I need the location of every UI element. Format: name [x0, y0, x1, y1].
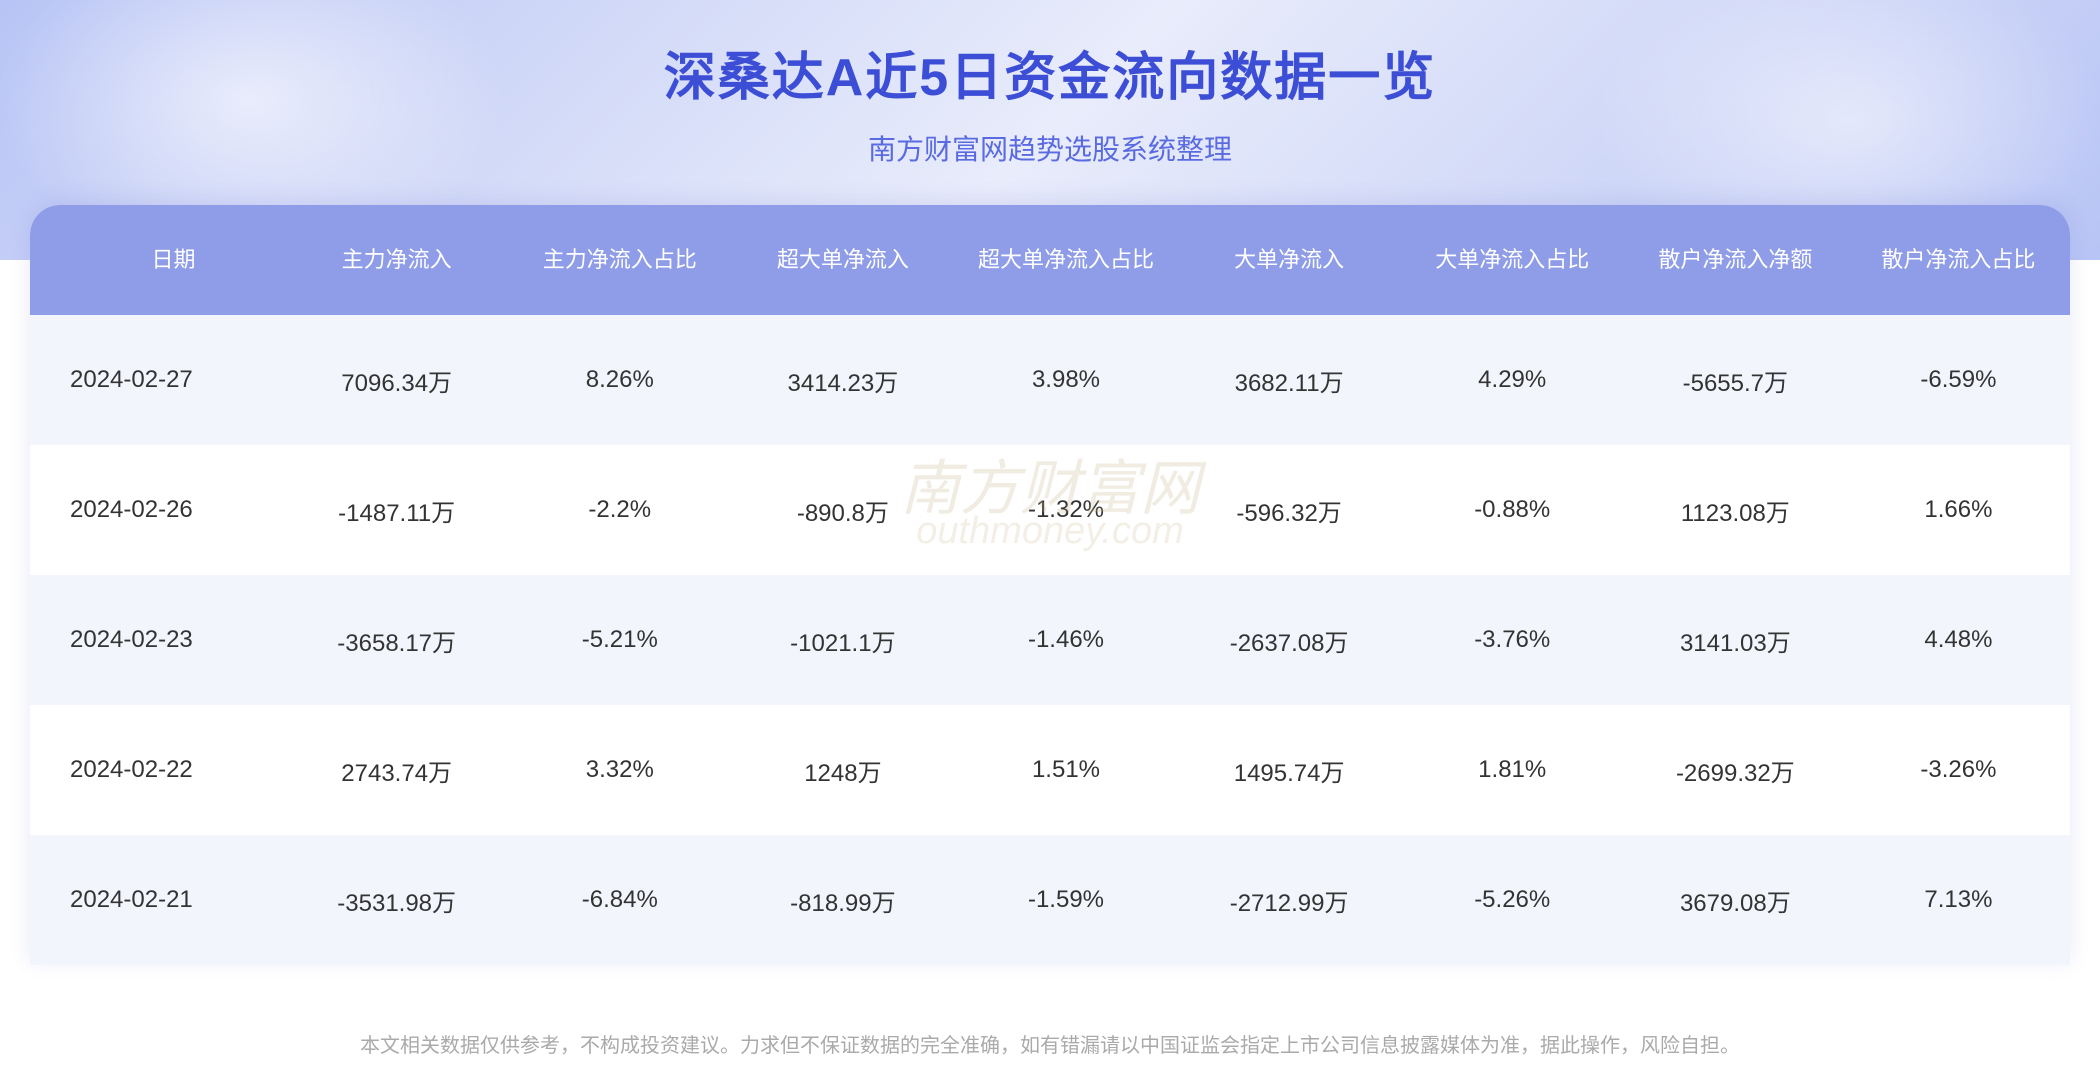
cell-retail-inflow: 3679.08万 [1624, 873, 1847, 928]
cell-super-inflow-pct: -1.46% [954, 616, 1177, 664]
col-header-large-inflow: 大单净流入 [1178, 235, 1401, 286]
page-wrapper: 深桑达A近5日资金流向数据一览 南方财富网趋势选股系统整理 日期 主力净流入 主… [0, 0, 2100, 1088]
cell-retail-inflow: 3141.03万 [1624, 613, 1847, 668]
table-container: 日期 主力净流入 主力净流入占比 超大单净流入 超大单净流入占比 大单净流入 大… [30, 205, 2070, 965]
cell-retail-inflow: 1123.08万 [1624, 483, 1847, 538]
col-header-large-inflow-pct: 大单净流入占比 [1401, 235, 1624, 286]
cell-date: 2024-02-26 [30, 486, 285, 534]
col-header-super-inflow: 超大单净流入 [731, 235, 954, 286]
table-row: 2024-02-27 7096.34万 8.26% 3414.23万 3.98%… [30, 315, 2070, 445]
cell-main-inflow-pct: -2.2% [508, 486, 731, 534]
table-row: 2024-02-23 -3658.17万 -5.21% -1021.1万 -1.… [30, 575, 2070, 705]
cell-main-inflow: -1487.11万 [285, 483, 508, 538]
cell-main-inflow-pct: -5.21% [508, 616, 731, 664]
cell-retail-inflow-pct: -6.59% [1847, 356, 2070, 404]
table-row: 2024-02-26 -1487.11万 -2.2% -890.8万 -1.32… [30, 445, 2070, 575]
cell-retail-inflow-pct: 4.48% [1847, 616, 2070, 664]
cell-main-inflow: -3531.98万 [285, 873, 508, 928]
cell-main-inflow-pct: -6.84% [508, 876, 731, 924]
cell-super-inflow: 3414.23万 [731, 353, 954, 408]
cell-retail-inflow: -2699.32万 [1624, 743, 1847, 798]
table-header-row: 日期 主力净流入 主力净流入占比 超大单净流入 超大单净流入占比 大单净流入 大… [30, 205, 2070, 315]
cell-retail-inflow-pct: -3.26% [1847, 746, 2070, 794]
cell-large-inflow: -596.32万 [1178, 483, 1401, 538]
page-subtitle: 南方财富网趋势选股系统整理 [0, 128, 2100, 168]
cell-date: 2024-02-27 [30, 356, 285, 404]
cell-super-inflow: -890.8万 [731, 483, 954, 538]
cell-large-inflow: 1495.74万 [1178, 743, 1401, 798]
cell-large-inflow-pct: -0.88% [1401, 486, 1624, 534]
cell-large-inflow-pct: -5.26% [1401, 876, 1624, 924]
cell-retail-inflow-pct: 7.13% [1847, 876, 2070, 924]
cell-main-inflow: 7096.34万 [285, 353, 508, 408]
col-header-main-inflow-pct: 主力净流入占比 [508, 235, 731, 286]
cell-date: 2024-02-22 [30, 746, 285, 794]
cell-large-inflow: -2637.08万 [1178, 613, 1401, 668]
cell-large-inflow: 3682.11万 [1178, 353, 1401, 408]
cell-super-inflow-pct: 1.51% [954, 746, 1177, 794]
cell-super-inflow-pct: -1.32% [954, 486, 1177, 534]
cell-main-inflow: 2743.74万 [285, 743, 508, 798]
cell-retail-inflow-pct: 1.66% [1847, 486, 2070, 534]
page-title: 深桑达A近5日资金流向数据一览 [0, 35, 2100, 110]
table-body: 2024-02-27 7096.34万 8.26% 3414.23万 3.98%… [30, 315, 2070, 965]
cell-super-inflow: -1021.1万 [731, 613, 954, 668]
cell-super-inflow-pct: -1.59% [954, 876, 1177, 924]
header-content: 深桑达A近5日资金流向数据一览 南方财富网趋势选股系统整理 [0, 0, 2100, 168]
cell-main-inflow-pct: 8.26% [508, 356, 731, 404]
col-header-date: 日期 [30, 235, 285, 286]
cell-main-inflow-pct: 3.32% [508, 746, 731, 794]
disclaimer-text: 本文相关数据仅供参考，不构成投资建议。力求但不保证数据的完全准确，如有错漏请以中… [0, 1029, 2100, 1058]
cell-large-inflow-pct: 1.81% [1401, 746, 1624, 794]
cell-super-inflow-pct: 3.98% [954, 356, 1177, 404]
cell-date: 2024-02-21 [30, 876, 285, 924]
col-header-retail-inflow-pct: 散户净流入占比 [1847, 235, 2070, 286]
table-row: 2024-02-22 2743.74万 3.32% 1248万 1.51% 14… [30, 705, 2070, 835]
cell-retail-inflow: -5655.7万 [1624, 353, 1847, 408]
cell-large-inflow-pct: -3.76% [1401, 616, 1624, 664]
cell-date: 2024-02-23 [30, 616, 285, 664]
cell-super-inflow: 1248万 [731, 743, 954, 798]
table-row: 2024-02-21 -3531.98万 -6.84% -818.99万 -1.… [30, 835, 2070, 965]
col-header-retail-inflow: 散户净流入净额 [1624, 235, 1847, 286]
cell-large-inflow: -2712.99万 [1178, 873, 1401, 928]
cell-super-inflow: -818.99万 [731, 873, 954, 928]
cell-main-inflow: -3658.17万 [285, 613, 508, 668]
cell-large-inflow-pct: 4.29% [1401, 356, 1624, 404]
col-header-main-inflow: 主力净流入 [285, 235, 508, 286]
col-header-super-inflow-pct: 超大单净流入占比 [954, 235, 1177, 286]
